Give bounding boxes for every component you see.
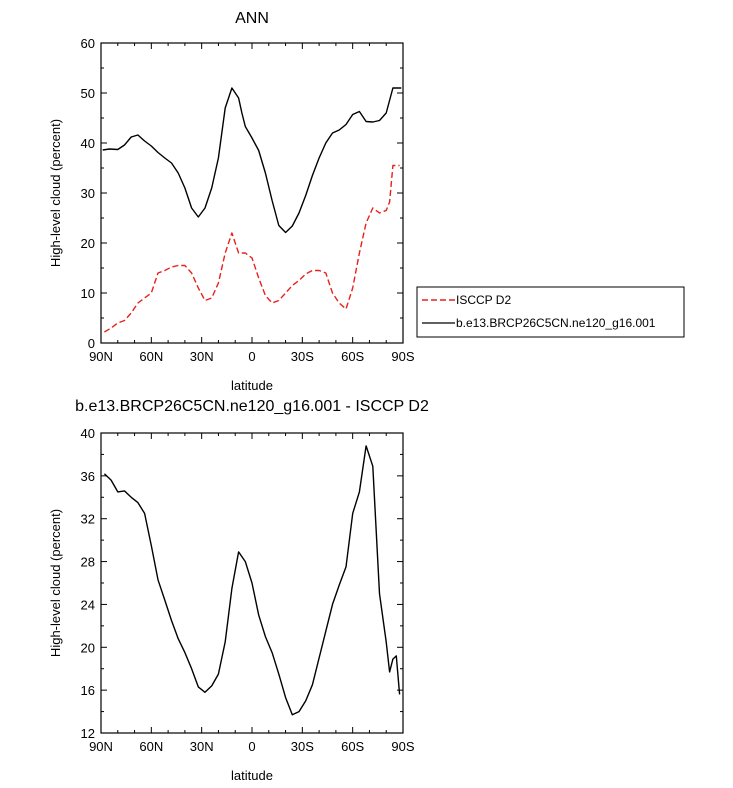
top-y-tick-label: 50 bbox=[81, 86, 95, 101]
top-x-tick-label: 30N bbox=[190, 349, 214, 364]
top-x-tick-label: 90N bbox=[89, 349, 113, 364]
bottom-y-tick-label: 20 bbox=[81, 640, 95, 655]
bottom-series-line-difference bbox=[103, 445, 401, 716]
top-y-tick-label: 30 bbox=[81, 186, 95, 201]
top-x-tick-label: 0 bbox=[248, 349, 255, 364]
legend: ISCCP D2 b.e13.BRCP26C5CN.ne120_g16.001 bbox=[416, 286, 685, 338]
top-x-axis-label: latitude bbox=[231, 378, 273, 393]
top-y-tick-label: 40 bbox=[81, 136, 95, 151]
legend-label-isccp: ISCCP D2 bbox=[456, 293, 511, 307]
bottom-x-tick-label: 60S bbox=[341, 739, 364, 754]
bottom-y-tick-label: 16 bbox=[81, 683, 95, 698]
bottom-y-axis-label: High-level cloud (percent) bbox=[48, 509, 63, 657]
bottom-plot: b.e13.BRCP26C5CN.ne120_g16.001 - ISCCP D… bbox=[48, 398, 429, 783]
top-plot: ANN High-level cloud (percent) latitude … bbox=[48, 10, 415, 393]
top-chart-title: ANN bbox=[235, 10, 269, 27]
bottom-y-tick-label: 36 bbox=[81, 469, 95, 484]
top-x-tick-label: 60N bbox=[139, 349, 163, 364]
top-y-axis-label: High-level cloud (percent) bbox=[48, 119, 63, 267]
top-x-tick-label: 90S bbox=[391, 349, 414, 364]
bottom-x-tick-label: 30N bbox=[190, 739, 214, 754]
bottom-y-tick-label: 12 bbox=[81, 726, 95, 741]
bottom-chart-title: b.e13.BRCP26C5CN.ne120_g16.001 - ISCCP D… bbox=[75, 398, 429, 415]
bottom-x-tick-label: 0 bbox=[248, 739, 255, 754]
bottom-x-tick-label: 60N bbox=[139, 739, 163, 754]
legend-label-model: b.e13.BRCP26C5CN.ne120_g16.001 bbox=[456, 316, 656, 330]
top-y-tick-label: 20 bbox=[81, 236, 95, 251]
bottom-x-tick-label: 90S bbox=[391, 739, 414, 754]
top-y-tick-label: 60 bbox=[81, 36, 95, 51]
top-y-tick-label: 0 bbox=[88, 336, 95, 351]
legend-box bbox=[416, 286, 685, 338]
top-x-tick-label: 60S bbox=[341, 349, 364, 364]
bottom-y-tick-label: 28 bbox=[81, 555, 95, 570]
bottom-y-tick-label: 32 bbox=[81, 512, 95, 527]
top-plot-frame bbox=[100, 42, 404, 344]
bottom-x-tick-label: 30S bbox=[291, 739, 314, 754]
bottom-y-tick-label: 24 bbox=[81, 597, 95, 612]
bottom-x-tick-label: 90N bbox=[89, 739, 113, 754]
top-y-tick-label: 10 bbox=[81, 286, 95, 301]
top-x-tick-label: 30S bbox=[291, 349, 314, 364]
bottom-y-tick-label: 40 bbox=[81, 426, 95, 441]
top-series-line-isccp-d2 bbox=[104, 164, 400, 333]
top-series-line-b-e13-brcp26c5cn-ne120-g16-001 bbox=[102, 87, 402, 234]
bottom-x-axis-label: latitude bbox=[231, 768, 273, 783]
